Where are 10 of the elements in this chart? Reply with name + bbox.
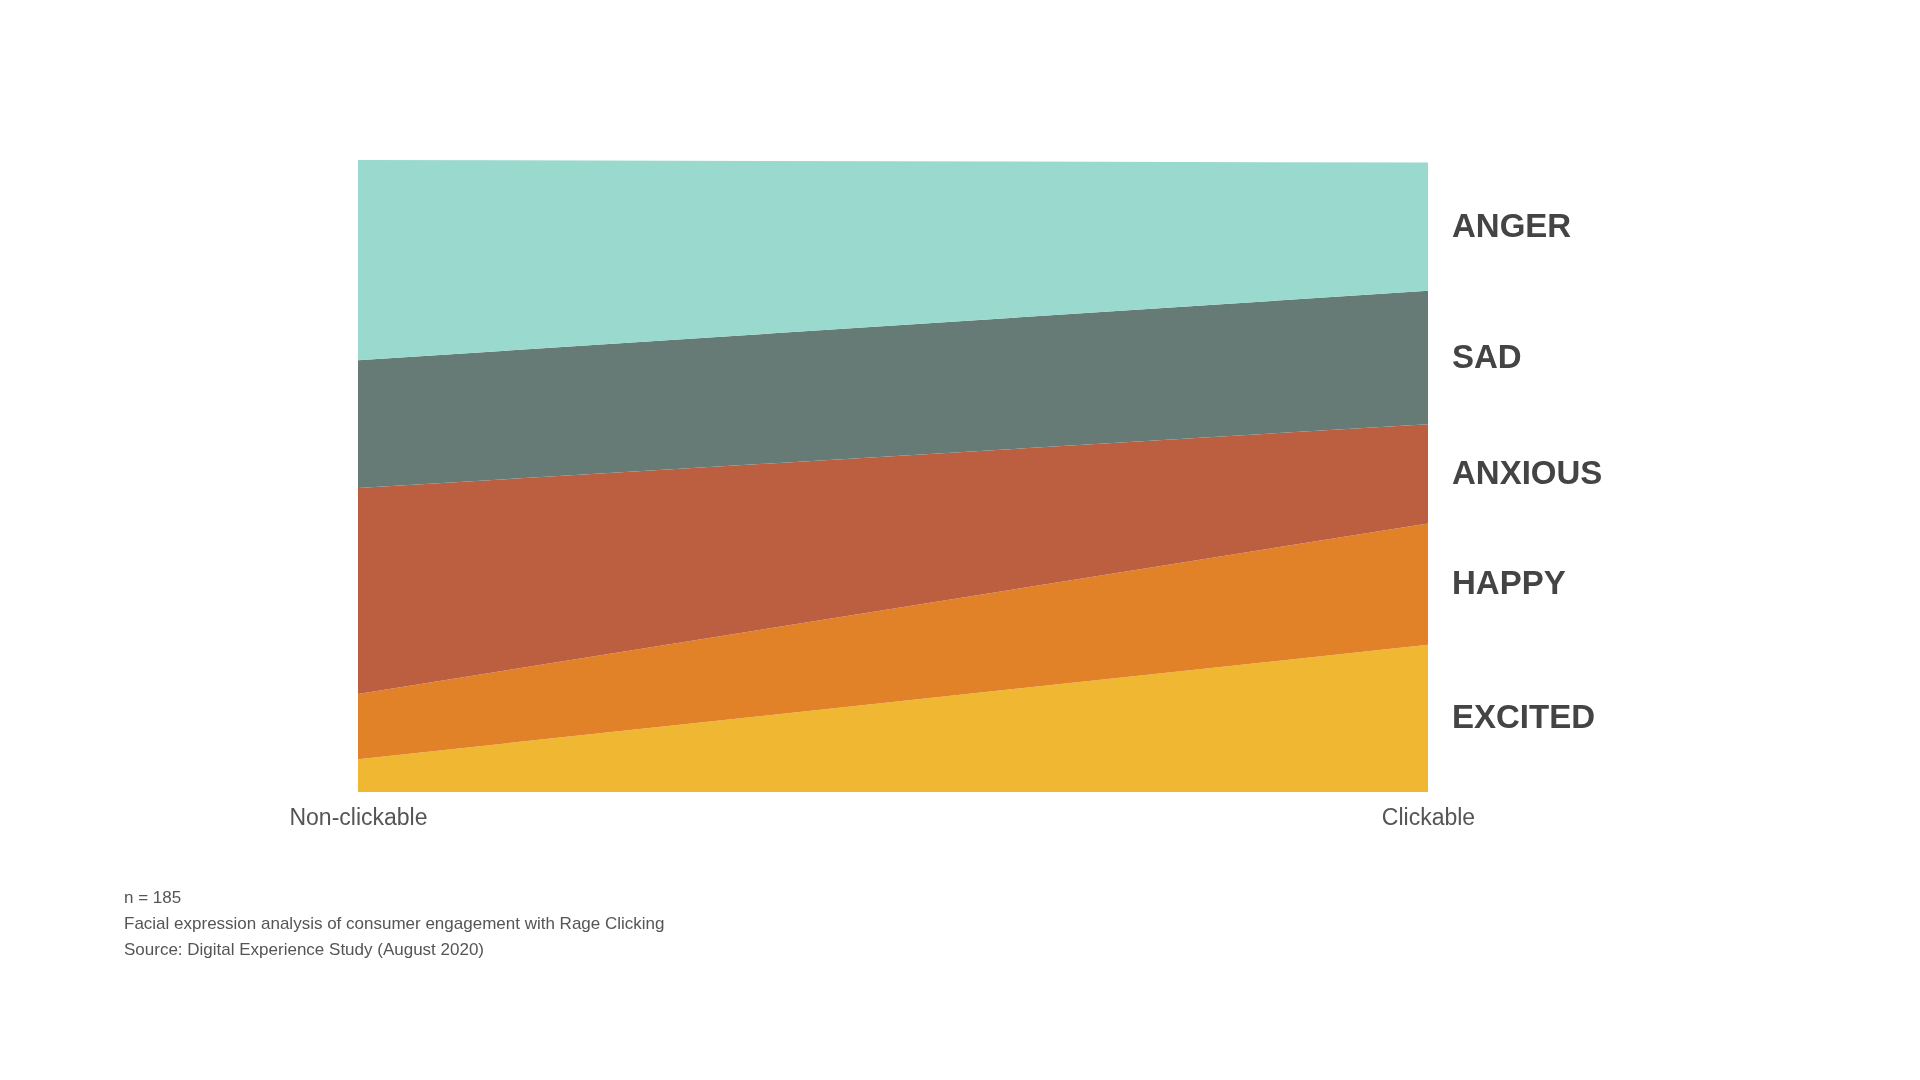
source-note: Source: Digital Experience Study (August 2020)	[124, 940, 485, 959]
x-tick-label: Clickable	[1381, 803, 1476, 830]
series-label: ANXIOUS	[1452, 453, 1603, 491]
series-label: ANGER	[1452, 206, 1572, 244]
x-tick-label: Non-clickable	[289, 803, 428, 830]
text: Facial expression analysis of consumer engagement with Rage Clicking	[124, 914, 665, 933]
text: n = 185	[124, 888, 182, 907]
series-label: SAD	[1452, 337, 1522, 375]
series-label: EXCITED	[1452, 698, 1596, 736]
series-label: HAPPY	[1452, 564, 1566, 602]
